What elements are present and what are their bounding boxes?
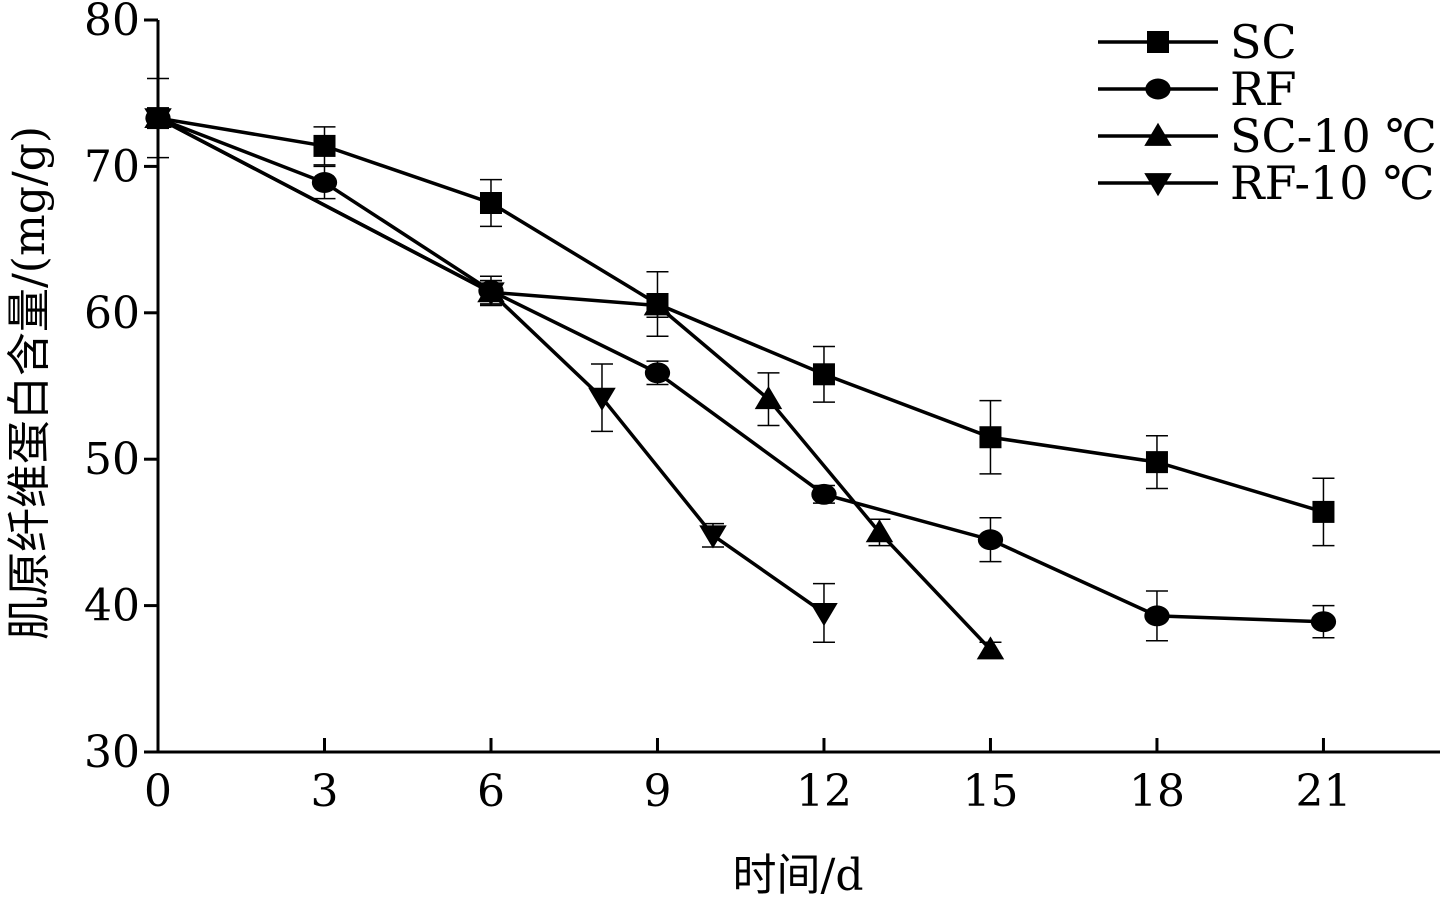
data-point <box>477 282 505 306</box>
data-point <box>812 363 835 386</box>
series-line <box>157 116 1324 624</box>
series-2 <box>144 104 1005 660</box>
data-point <box>754 385 783 410</box>
legend-entry: RF-10 ℃ <box>1098 156 1435 210</box>
data-point <box>311 172 338 193</box>
x-tick-label: 3 <box>310 766 338 817</box>
data-point <box>588 387 616 411</box>
data-point <box>644 362 671 384</box>
data-point <box>976 636 1005 660</box>
legend-marker <box>1144 173 1172 197</box>
data-point <box>643 292 672 316</box>
series-line <box>157 116 992 651</box>
legend-marker <box>1144 122 1172 146</box>
legend-label: RF <box>1230 62 1297 116</box>
data-point <box>699 525 727 549</box>
y-tick-label: 80 <box>84 0 140 46</box>
legend-label: SC <box>1230 15 1297 69</box>
legend-marker <box>1145 78 1171 100</box>
legend-label: SC-10 ℃ <box>1230 109 1437 163</box>
x-tick-label: 21 <box>1295 766 1351 817</box>
y-tick-label: 30 <box>84 727 140 778</box>
series-3 <box>144 108 838 643</box>
x-tick-label: 18 <box>1129 766 1185 817</box>
y-tick-label: 40 <box>84 581 140 632</box>
data-point <box>865 519 894 543</box>
series-layer <box>144 77 1337 660</box>
data-point <box>977 529 1004 551</box>
legend-entry: SC-10 ℃ <box>1098 109 1437 163</box>
x-tick-label: 9 <box>643 766 671 817</box>
x-tick-label: 15 <box>962 766 1018 817</box>
data-point <box>144 108 172 132</box>
legend-entry: SC <box>1098 15 1297 69</box>
y-tick-label: 60 <box>84 288 140 339</box>
data-point <box>313 134 336 157</box>
legend-marker <box>1147 31 1169 53</box>
data-point <box>1144 605 1170 627</box>
series-0 <box>147 77 1335 547</box>
data-point <box>479 192 502 214</box>
x-tick-label: 12 <box>796 766 852 817</box>
data-point <box>1310 611 1337 633</box>
x-tick-label: 6 <box>477 766 505 817</box>
legend-label: RF-10 ℃ <box>1230 156 1435 210</box>
x-tick-label: 0 <box>144 766 172 817</box>
data-point <box>1312 500 1335 523</box>
y-tick-label: 50 <box>84 434 140 485</box>
legend-entry: RF <box>1098 62 1297 116</box>
tick-labels: 0 3 6 9 12 15 18 21 30 40 50 60 70 80 <box>84 0 1351 817</box>
x-axis-title: 时间/d <box>733 850 864 901</box>
data-point <box>1145 451 1168 474</box>
data-point <box>811 483 837 505</box>
y-tick-label: 70 <box>84 141 140 192</box>
y-axis-title: 肌原纤维蛋白含量/(mg/g) <box>4 126 55 640</box>
series-line <box>157 116 1324 514</box>
data-point <box>979 426 1002 449</box>
data-point <box>810 603 838 627</box>
